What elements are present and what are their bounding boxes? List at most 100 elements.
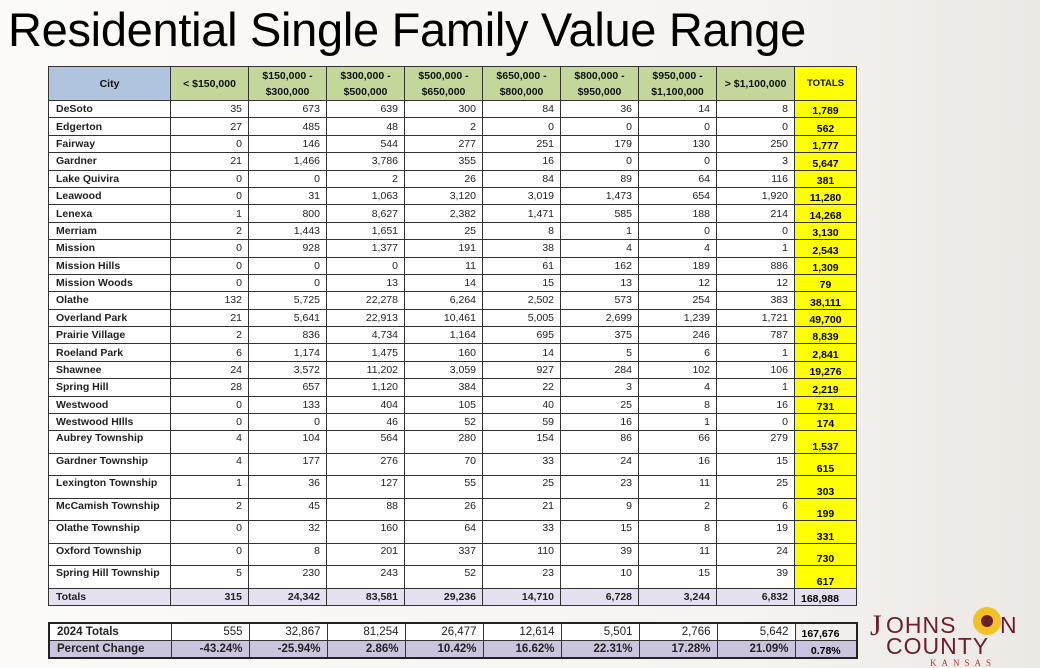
value-cell: 22 [482, 378, 561, 397]
value-cell: 11 [638, 475, 717, 499]
header-range: $150,000 - $300,000 [248, 66, 327, 101]
value-cell: 33 [482, 452, 561, 477]
value-range-table: City < $150,000 $150,000 - $300,000 $300,00… [48, 66, 857, 606]
city-name: Overland Park [48, 308, 171, 328]
table-row: Lake Quivira 0 0 2 26 84 89 64 116 381 [48, 169, 857, 188]
value-cell: 0 [248, 413, 327, 432]
value-cell: 2 [170, 497, 249, 522]
value-cell: 5,005 [482, 308, 561, 328]
page-title: Residential Single Family Value Range [8, 3, 806, 56]
header-range: < $150,000 [170, 66, 249, 101]
table-row: Mission Hills 0 0 0 11 61 162 189 886 1,309 [48, 256, 857, 275]
value-cell: 1,174 [248, 343, 327, 362]
value-cell: 10.42% [404, 640, 484, 659]
table-row: Oxford Township 0 8 201 337 110 39 11 24 730 [48, 542, 857, 567]
city-name: Mission [48, 239, 171, 258]
value-cell: 14 [638, 99, 717, 119]
value-cell: 5,642 [716, 622, 796, 641]
city-name: Edgerton [48, 117, 171, 136]
city-name: Aubrey Township [48, 430, 171, 454]
value-cell: 585 [560, 204, 639, 223]
value-cell: 1 [170, 204, 249, 223]
city-name: Mission Hills [48, 256, 171, 275]
table-row: Gardner Township 4 177 276 70 33 24 16 15 615 [48, 452, 857, 477]
value-cell: 48 [326, 117, 405, 136]
value-cell: 13 [326, 273, 405, 293]
value-cell: 276 [326, 452, 405, 477]
value-cell: 243 [326, 565, 405, 589]
row-total: 331 [794, 520, 857, 544]
value-cell: 0 [248, 169, 327, 188]
value-cell: 32,867 [248, 622, 328, 641]
value-cell: 24 [716, 542, 795, 567]
value-cell: 2,382 [404, 204, 483, 223]
value-cell: 836 [248, 326, 327, 345]
row-total: 731 [794, 395, 857, 415]
value-cell: 84 [482, 99, 561, 119]
value-cell: 6 [170, 343, 249, 362]
value-cell: 787 [716, 326, 795, 345]
value-cell: 105 [404, 395, 483, 415]
value-cell: 154 [482, 430, 561, 454]
value-cell: 12 [638, 273, 717, 293]
value-cell: 10 [560, 565, 639, 589]
value-cell: 55 [404, 475, 483, 499]
value-cell: 654 [638, 186, 717, 206]
value-cell: 6,264 [404, 291, 483, 310]
value-cell: 116 [716, 169, 795, 188]
prior-year-totals-row: 2024 Totals 555 32,867 81,254 26,477 12,614 5,… [48, 622, 858, 641]
value-cell: 26,477 [404, 622, 484, 641]
value-cell: 0 [170, 239, 249, 258]
column-total: 14,710 [482, 587, 561, 606]
value-cell: 21 [170, 152, 249, 171]
table-row: Gardner 21 1,466 3,786 355 16 0 0 3 5,647 [48, 152, 857, 171]
value-cell: 0 [170, 395, 249, 415]
table-row: Lenexa 1 800 8,627 2,382 1,471 585 188 214 14,268 [48, 204, 857, 223]
row-total: 730 [794, 542, 857, 567]
value-cell: 214 [716, 204, 795, 223]
value-cell: 1 [170, 475, 249, 499]
row-total: 38,111 [794, 291, 857, 310]
value-cell: 573 [560, 291, 639, 310]
value-cell: 188 [638, 204, 717, 223]
value-cell: 16.62% [482, 640, 562, 659]
value-cell: 22,913 [326, 308, 405, 328]
value-cell: 8 [716, 99, 795, 119]
svg-text:OHNS: OHNS [886, 612, 956, 638]
value-cell: 45 [248, 497, 327, 522]
value-cell: 2,766 [638, 622, 718, 641]
value-cell: 3,059 [404, 360, 483, 380]
city-name: Westwood [48, 395, 171, 415]
value-cell: 6 [716, 497, 795, 522]
value-cell: 189 [638, 256, 717, 275]
row-total: 303 [794, 475, 857, 499]
value-cell: 104 [248, 430, 327, 454]
row-total: 11,280 [794, 186, 857, 206]
value-cell: 384 [404, 378, 483, 397]
value-cell: 38 [482, 239, 561, 258]
value-cell: 110 [482, 542, 561, 567]
value-cell: 11,202 [326, 360, 405, 380]
value-cell: 695 [482, 326, 561, 345]
value-cell: 3,120 [404, 186, 483, 206]
value-cell: 0 [326, 256, 405, 275]
row-total: 199 [794, 497, 857, 522]
value-cell: 39 [716, 565, 795, 589]
value-cell: 544 [326, 134, 405, 154]
city-name: Merriam [48, 221, 171, 241]
value-cell: 1,239 [638, 308, 717, 328]
value-cell: 24 [560, 452, 639, 477]
table-row: Lexington Township 1 36 127 55 25 23 11 25 303 [48, 475, 857, 499]
value-cell: 0 [170, 169, 249, 188]
row-total: 49,700 [794, 308, 857, 328]
value-cell: -43.24% [170, 640, 250, 659]
table-row: Shawnee 24 3,572 11,202 3,059 927 284 102 106 19,… [48, 360, 857, 380]
row-total: 5,647 [794, 152, 857, 171]
value-cell: 2 [326, 169, 405, 188]
value-cell: 15 [716, 452, 795, 477]
city-name: Lake Quivira [48, 169, 171, 188]
sunflower-icon [973, 607, 1001, 635]
value-cell: 160 [404, 343, 483, 362]
value-cell: -25.94% [248, 640, 328, 659]
value-cell: 15 [482, 273, 561, 293]
